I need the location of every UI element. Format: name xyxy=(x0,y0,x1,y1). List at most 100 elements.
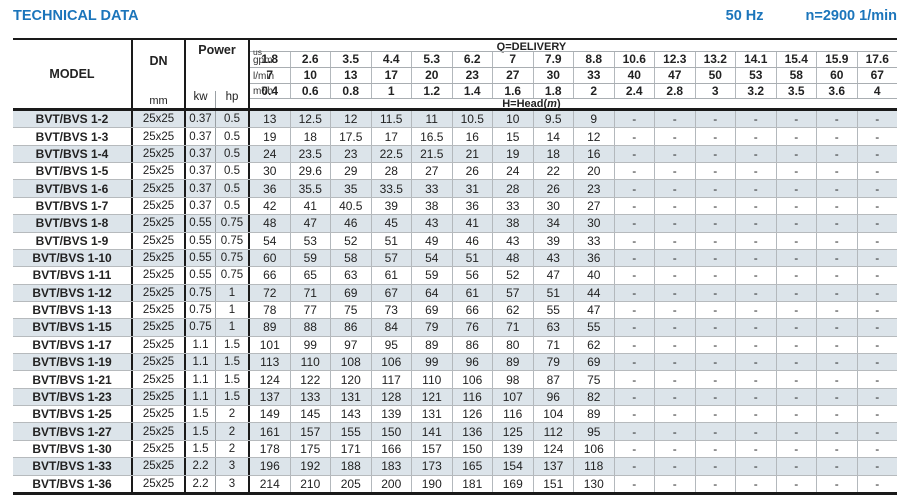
hp-cell: 0.75 xyxy=(216,215,250,232)
empty-cell: - xyxy=(694,180,736,197)
empty-cell: - xyxy=(775,180,817,197)
empty-cell: - xyxy=(735,163,776,180)
head-value-cell: 56 xyxy=(451,267,493,284)
head-value-cell: 157 xyxy=(411,440,452,458)
head-value-cell: 87 xyxy=(532,371,574,388)
dn-cell: 25x25 xyxy=(133,319,186,336)
head-value-cell: 75 xyxy=(573,371,614,388)
table-row: BVT/BVS 1-7 25x25 0.37 0.5 42 41 40.5 39 38 36 33 3… xyxy=(13,196,897,215)
head-value-cell: 39 xyxy=(370,197,412,215)
model-column-header: MODEL xyxy=(13,40,133,108)
flow-value-cell: 67 xyxy=(856,68,898,84)
empty-cell: - xyxy=(694,284,736,301)
empty-cell: - xyxy=(654,423,695,440)
flow-value-cell: 2.8 xyxy=(654,84,695,99)
empty-cell: - xyxy=(735,301,776,319)
head-value-cell: 27 xyxy=(411,163,452,180)
head-value-cell: 51 xyxy=(370,232,412,249)
flow-value-cell: 50 xyxy=(694,68,736,84)
head-value-cell: 57 xyxy=(492,284,533,301)
empty-cell: - xyxy=(735,458,776,475)
empty-cell: - xyxy=(816,163,857,180)
flow-value-cell: 58 xyxy=(775,68,817,84)
empty-cell: - xyxy=(856,336,898,354)
model-cell: BVT/BVS 1-5 xyxy=(13,163,133,180)
table-row: BVT/BVS 1-10 25x25 0.55 0.75 60 59 58 57 54 51 48 4… xyxy=(13,248,897,267)
head-value-cell: 64 xyxy=(411,284,452,301)
model-cell: BVT/BVS 1-2 xyxy=(13,111,133,128)
head-value-cell: 21.5 xyxy=(411,145,452,163)
head-value-cell: 97 xyxy=(330,336,371,354)
head-value-cell: 33.5 xyxy=(370,180,412,197)
head-value-cell: 21 xyxy=(451,145,493,163)
delivery-header: Q=DELIVERY us gpm 1.8 2.6 3.5 4.4 5.3 6.2 7 7.9 8.… xyxy=(250,40,898,110)
head-value-cell: 54 xyxy=(263,233,277,248)
head-value-cell: 108 xyxy=(330,354,371,371)
model-cell: BVT/BVS 1-21 xyxy=(13,371,133,388)
empty-cell: - xyxy=(735,371,776,388)
empty-cell: - xyxy=(654,319,695,336)
table-row: BVT/BVS 1-25 25x25 1.5 2 149 145 143 139 131 126 1… xyxy=(13,405,897,423)
frequency-label: 50 Hz xyxy=(725,8,764,24)
kw-cell: 0.37 xyxy=(186,111,216,128)
empty-cell: - xyxy=(694,128,736,145)
empty-cell: - xyxy=(735,475,776,492)
flow-header-row-lmin: l/min 7 10 13 17 20 23 27 30 33 40 47 50 53 58 60 67 xyxy=(250,67,898,84)
kw-cell: 0.37 xyxy=(186,128,216,145)
flow-value-cell: 1 xyxy=(370,84,412,99)
flow-value-cell: 47 xyxy=(654,68,695,84)
dn-cell: 25x25 xyxy=(133,267,186,284)
head-value-cell: 47 xyxy=(289,215,331,232)
head-value-cell: 96 xyxy=(532,388,574,406)
model-cell: BVT/BVS 1-33 xyxy=(13,458,133,475)
empty-cell: - xyxy=(694,249,736,267)
head-value-cell: 101 xyxy=(259,337,280,352)
flow-value-cell: 1.8 xyxy=(532,84,574,99)
empty-cell: - xyxy=(775,354,817,371)
empty-cell: - xyxy=(735,423,776,440)
head-value-cell: 155 xyxy=(330,423,371,440)
empty-cell: - xyxy=(613,284,655,301)
kw-cell: 0.75 xyxy=(186,301,216,319)
empty-cell: - xyxy=(816,423,857,440)
model-cell: BVT/BVS 1-12 xyxy=(13,284,133,301)
head-value-cell: 43 xyxy=(532,249,574,267)
power-label: Power xyxy=(198,43,236,57)
head-value-cell: 14 xyxy=(532,128,574,145)
empty-cell: - xyxy=(775,232,817,249)
empty-cell: - xyxy=(735,145,776,163)
empty-cell: - xyxy=(856,232,898,249)
hp-cell: 3 xyxy=(216,475,250,492)
head-value-cell: 44 xyxy=(573,284,614,301)
head-value-cell: 86 xyxy=(451,336,493,354)
empty-cell: - xyxy=(613,215,655,232)
empty-cell: - xyxy=(694,163,736,180)
head-value-cell: 63 xyxy=(532,319,574,336)
head-value-cell: 171 xyxy=(330,440,371,458)
head-value-cell: 30 xyxy=(532,197,574,215)
empty-cell: - xyxy=(654,215,695,232)
empty-cell: - xyxy=(775,371,817,388)
model-cell: BVT/BVS 1-10 xyxy=(13,249,133,267)
flow-value-cell: 5.3 xyxy=(411,52,452,68)
empty-cell: - xyxy=(816,249,857,267)
head-value-cell: 46 xyxy=(330,215,371,232)
kw-cell: 0.37 xyxy=(186,163,216,180)
kw-cell: 0.37 xyxy=(186,145,216,163)
table-row: BVT/BVS 1-11 25x25 0.55 0.75 66 65 63 61 59 56 52 4… xyxy=(13,266,897,284)
flow-value-cell: 27 xyxy=(492,68,533,84)
head-value-cell: 210 xyxy=(289,475,331,492)
head-value-cell: 57 xyxy=(370,249,412,267)
hp-cell: 0.75 xyxy=(216,267,250,284)
empty-cell: - xyxy=(654,440,695,458)
empty-cell: - xyxy=(735,180,776,197)
dn-cell: 25x25 xyxy=(133,111,186,128)
model-cell: BVT/BVS 1-19 xyxy=(13,354,133,371)
dn-cell: 25x25 xyxy=(133,128,186,145)
dn-cell: 25x25 xyxy=(133,215,186,232)
table-row: BVT/BVS 1-15 25x25 0.75 1 89 88 86 84 79 76 71 63 55… xyxy=(13,318,897,336)
empty-cell: - xyxy=(816,197,857,215)
head-value-cell: 196 xyxy=(259,459,280,474)
head-value-cell: 33 xyxy=(411,180,452,197)
empty-cell: - xyxy=(735,232,776,249)
